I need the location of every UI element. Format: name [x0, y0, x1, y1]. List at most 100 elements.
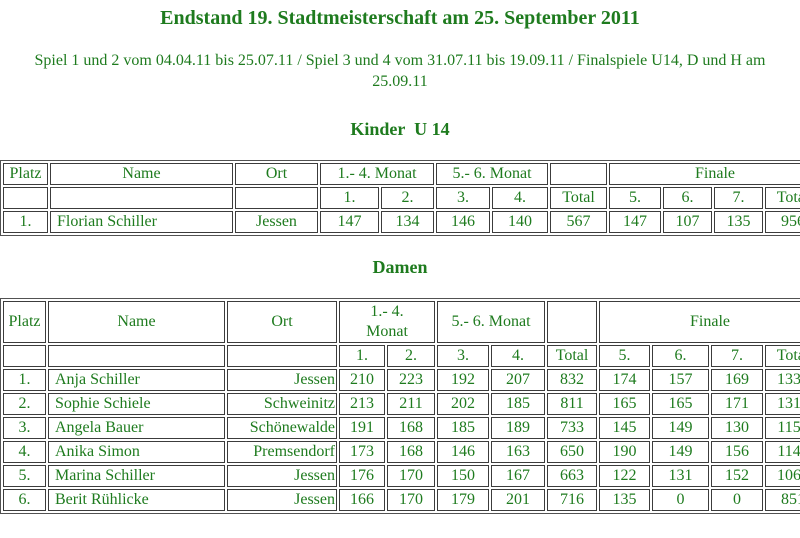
header-row-groups: Platz Name Ort 1.- 4. Monat 5.- 6. Monat… — [3, 163, 800, 185]
cell-score: 130 — [711, 417, 764, 439]
cell-score: 165 — [599, 393, 651, 415]
cell-score: 168 — [387, 417, 435, 439]
header-cell-game-7: 7. — [714, 187, 764, 209]
header-cell-empty — [48, 345, 225, 367]
cell-name: Florian Schiller — [50, 211, 233, 233]
cell-platz: 1. — [3, 369, 46, 391]
cell-score: 201 — [491, 489, 546, 511]
cell-score: 140 — [492, 211, 549, 233]
cell-ort: Premsendorf — [227, 441, 337, 463]
header-cell-game-2: 2. — [381, 187, 435, 209]
table-row: 2. Sophie Schiele Schweinitz 213 211 202… — [3, 393, 800, 415]
table-row: 6. Berit Rühlicke Jessen 166 170 179 201… — [3, 489, 800, 511]
header-cell-game-4: 4. — [492, 187, 549, 209]
cell-score: 192 — [437, 369, 489, 391]
cell-score: 170 — [387, 489, 435, 511]
header-cell-game-7: 7. — [711, 345, 764, 367]
header-cell-monat-1-4: 1.- 4. Monat — [320, 163, 435, 185]
table-row: 1. Anja Schiller Jessen 210 223 192 207 … — [3, 369, 800, 391]
header-cell-empty — [3, 345, 46, 367]
header-cell-total: Total — [550, 187, 608, 209]
cell-name: Anja Schiller — [48, 369, 225, 391]
cell-grand-total: 851 — [765, 489, 800, 511]
cell-score: 149 — [652, 417, 710, 439]
cell-score: 185 — [491, 393, 546, 415]
section-heading-kinder-u14: Kinder U 14 — [350, 119, 450, 139]
header-cell-monat-1-4: 1.- 4. Monat — [339, 301, 435, 343]
cell-ort: Jessen — [227, 465, 337, 487]
cell-score: 152 — [711, 465, 764, 487]
header-cell-empty — [235, 187, 318, 209]
header-cell-name: Name — [50, 163, 233, 185]
cell-total: 716 — [547, 489, 598, 511]
cell-total: 832 — [547, 369, 598, 391]
kinder-u14-results-table: Platz Name Ort 1.- 4. Monat 5.- 6. Monat… — [0, 160, 800, 236]
cell-score: 0 — [711, 489, 764, 511]
cell-ort: Jessen — [227, 369, 337, 391]
header-cell-game-3: 3. — [436, 187, 491, 209]
cell-score: 189 — [491, 417, 546, 439]
header-cell-game-6: 6. — [663, 187, 713, 209]
page-title: Endstand 19. Stadtmeisterschaft am 25. S… — [160, 7, 640, 29]
cell-score: 147 — [320, 211, 379, 233]
header-cell-game-5: 5. — [599, 345, 651, 367]
header-cell-monat-5-6: 5.- 6. Monat — [437, 301, 546, 343]
header-cell-monat-5-6: 5.- 6. Monat — [436, 163, 549, 185]
cell-score: 0 — [652, 489, 710, 511]
header-cell-finale: Finale — [599, 301, 800, 343]
header-cell-empty — [3, 187, 48, 209]
cell-platz: 2. — [3, 393, 46, 415]
cell-score: 174 — [599, 369, 651, 391]
cell-score: 131 — [652, 465, 710, 487]
cell-total: 811 — [547, 393, 598, 415]
header-cell-name: Name — [48, 301, 225, 343]
cell-name: Anika Simon — [48, 441, 225, 463]
cell-grand-total: 1157 — [765, 417, 800, 439]
damen-results-table: Platz Name Ort 1.- 4. Monat 5.- 6. Monat… — [0, 298, 800, 514]
table-row: 5. Marina Schiller Jessen 176 170 150 16… — [3, 465, 800, 487]
header-cell-empty — [227, 345, 337, 367]
cell-score: 176 — [339, 465, 385, 487]
header-cell-platz: Platz — [3, 163, 48, 185]
header-cell-grand-total: Total — [765, 345, 800, 367]
cell-grand-total: 956 — [765, 211, 800, 233]
cell-score: 207 — [491, 369, 546, 391]
date-range-subtitle: Spiel 1 und 2 vom 04.04.11 bis 25.07.11 … — [34, 52, 766, 90]
cell-total: 567 — [550, 211, 608, 233]
cell-ort: Jessen — [235, 211, 318, 233]
cell-score: 223 — [387, 369, 435, 391]
header-cell-grand-total: Total — [765, 187, 800, 209]
cell-score: 213 — [339, 393, 385, 415]
cell-score: 210 — [339, 369, 385, 391]
cell-score: 190 — [599, 441, 651, 463]
header-row-subcolumns: 1. 2. 3. 4. Total 5. 6. 7. Total — [3, 345, 800, 367]
cell-name: Marina Schiller — [48, 465, 225, 487]
cell-score: 165 — [652, 393, 710, 415]
cell-score: 173 — [339, 441, 385, 463]
cell-total: 663 — [547, 465, 598, 487]
header-cell-game-4: 4. — [491, 345, 546, 367]
cell-score: 156 — [711, 441, 764, 463]
cell-grand-total: 1312 — [765, 393, 800, 415]
cell-score: 168 — [387, 441, 435, 463]
header-cell-game-3: 3. — [437, 345, 489, 367]
cell-score: 166 — [339, 489, 385, 511]
table-row: 1. Florian Schiller Jessen 147 134 146 1… — [3, 211, 800, 233]
cell-total: 733 — [547, 417, 598, 439]
cell-score: 122 — [599, 465, 651, 487]
table-row: 3. Angela Bauer Schönewalde 191 168 185 … — [3, 417, 800, 439]
cell-score: 157 — [652, 369, 710, 391]
cell-platz: 1. — [3, 211, 48, 233]
header-row-subcolumns: 1. 2. 3. 4. Total 5. 6. 7. Total — [3, 187, 800, 209]
section-heading-damen: Damen — [372, 257, 428, 277]
cell-platz: 4. — [3, 441, 46, 463]
header-cell-game-5: 5. — [609, 187, 662, 209]
header-cell-ort: Ort — [235, 163, 318, 185]
cell-score: 191 — [339, 417, 385, 439]
cell-grand-total: 1332 — [765, 369, 800, 391]
cell-ort: Schweinitz — [227, 393, 337, 415]
cell-score: 211 — [387, 393, 435, 415]
cell-score: 170 — [387, 465, 435, 487]
header-cell-total: Total — [547, 345, 598, 367]
